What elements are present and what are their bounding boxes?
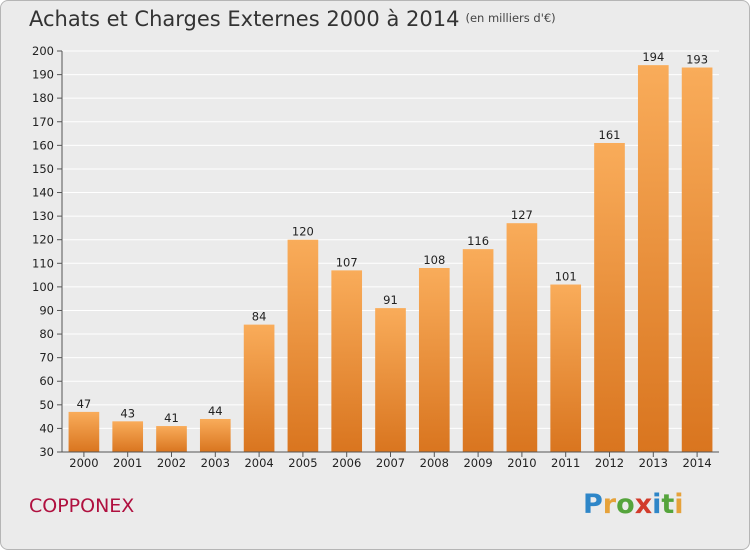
value-label: 127: [511, 208, 533, 222]
bar-2013: [637, 65, 669, 452]
y-tick-label: 50: [39, 398, 54, 412]
y-tick-label: 160: [32, 138, 54, 152]
bar-2002: [156, 426, 187, 452]
x-tick-label: 2000: [69, 456, 98, 470]
y-tick-label: 130: [32, 209, 54, 223]
y-tick-label: 110: [32, 256, 54, 270]
value-label: 101: [555, 270, 577, 284]
title-text: Achats et Charges Externes 2000 à 2014: [29, 7, 460, 31]
y-tick-label: 200: [32, 44, 54, 58]
y-tick-label: 190: [32, 68, 54, 82]
x-tick-label: 2006: [332, 456, 361, 470]
y-tick-label: 140: [32, 186, 54, 200]
x-tick-label: 2013: [639, 456, 668, 470]
y-tick-label: 70: [39, 351, 54, 365]
value-label: 194: [642, 50, 664, 64]
proxiti-logo: Proxiti: [583, 489, 684, 520]
x-tick-label: 2010: [507, 456, 536, 470]
bar-2014: [681, 67, 713, 452]
value-label: 108: [423, 253, 445, 267]
value-label: 47: [77, 397, 92, 411]
bar-2007: [375, 308, 406, 452]
x-tick-label: 2007: [376, 456, 405, 470]
y-tick-label: 180: [32, 91, 54, 105]
bar-2006: [331, 270, 363, 452]
value-label: 120: [292, 225, 314, 239]
logo-letter: P: [583, 489, 603, 520]
y-tick-label: 40: [39, 421, 54, 435]
bar-2009: [462, 249, 494, 452]
value-label: 193: [686, 53, 708, 67]
x-tick-label: 2001: [113, 456, 142, 470]
bar-2012: [594, 142, 625, 452]
value-label: 116: [467, 234, 489, 248]
bar-2010: [506, 223, 538, 452]
bar-2005: [287, 239, 319, 452]
value-label: 44: [208, 404, 223, 418]
logo-letter: i: [652, 489, 662, 520]
y-tick-label: 150: [32, 162, 54, 176]
x-tick-label: 2009: [463, 456, 492, 470]
bar-2003: [199, 418, 231, 452]
x-tick-label: 2014: [682, 456, 711, 470]
x-tick-label: 2004: [244, 456, 273, 470]
y-tick-label: 120: [32, 233, 54, 247]
value-label: 161: [599, 128, 621, 142]
chart-title: Achats et Charges Externes 2000 à 2014 (e…: [29, 7, 556, 31]
bar-2001: [112, 421, 144, 452]
value-label: 84: [252, 310, 267, 324]
x-tick-label: 2003: [201, 456, 230, 470]
labels: 30 40 50 60 70 80 90 100 110 120 130 140 150 160 170 18…: [32, 44, 712, 470]
x-tick-label: 2011: [551, 456, 580, 470]
y-tick-label: 60: [39, 374, 54, 388]
y-tick-label: 30: [39, 445, 54, 459]
y-tick-label: 90: [39, 303, 54, 317]
y-tick-label: 100: [32, 280, 54, 294]
x-tick-label: 2008: [420, 456, 449, 470]
bar-2000: [68, 411, 100, 452]
logo-letter: x: [634, 489, 653, 520]
logo-letter: t: [661, 489, 675, 520]
value-label: 43: [120, 406, 135, 420]
x-tick-label: 2012: [595, 456, 624, 470]
axes: [57, 50, 719, 457]
bar-2011: [550, 284, 582, 452]
value-label: 41: [164, 411, 179, 425]
x-tick-label: 2005: [288, 456, 317, 470]
value-label: 107: [336, 255, 358, 269]
logo-letter: r: [602, 489, 617, 520]
value-label: 91: [383, 293, 398, 307]
commune-name: COPPONEX: [29, 495, 135, 517]
bar-2004: [243, 324, 275, 452]
y-tick-label: 80: [39, 327, 54, 341]
x-tick-label: 2002: [157, 456, 186, 470]
bars: [68, 65, 713, 452]
logo-letter: o: [616, 489, 635, 520]
bar-2008: [418, 268, 450, 452]
y-tick-label: 170: [32, 115, 54, 129]
logo-letter: i: [674, 489, 684, 520]
unit-label: (en milliers d'€): [465, 11, 556, 25]
